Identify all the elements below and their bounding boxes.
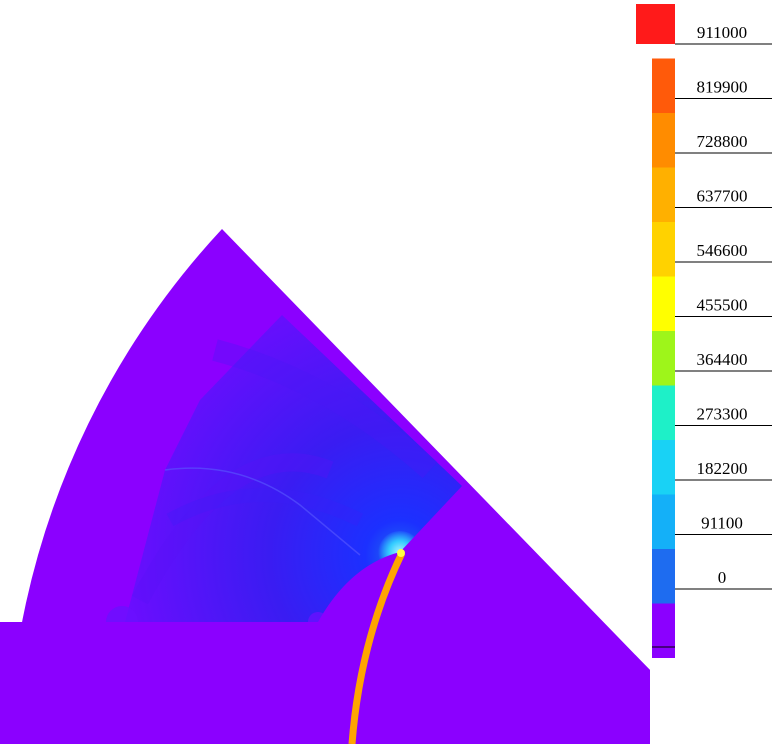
right-solid-block: [0, 486, 650, 744]
colorbar-label: 819900: [697, 78, 748, 97]
inner-boundary-line: [164, 467, 361, 556]
contour-band-2: [212, 339, 438, 479]
contour-band-1: [132, 453, 334, 605]
colorbar-swatch: [652, 167, 675, 222]
colorbar-label: 364400: [697, 350, 748, 369]
colorbar-swatch: [652, 494, 675, 549]
colorbar-swatch: [652, 276, 675, 331]
colorbar-label: 0: [718, 568, 727, 587]
colorbar-label: 911000: [697, 23, 747, 42]
colorbar-swatch: [652, 58, 675, 113]
colorbar-swatch: [652, 440, 675, 495]
colorbar-swatch: [652, 331, 675, 386]
colorbar-label: 728800: [697, 132, 748, 151]
arc-stripe-tip: [397, 549, 405, 557]
colorbar-swatch: [652, 603, 675, 658]
colorbar-swatch: [652, 113, 675, 168]
colorbar-label: 546600: [697, 241, 748, 260]
colorbar-label: 273300: [697, 405, 748, 424]
contour-band-3: [166, 488, 364, 527]
contour-plot: [0, 229, 650, 744]
colorbar-label: 455500: [697, 296, 748, 315]
colorbar-label: 182200: [697, 459, 748, 478]
inner-cavity-region: [125, 315, 462, 622]
colorbar-swatch: [652, 549, 675, 604]
colorbar-swatch: [652, 222, 675, 277]
colorbar-swatch: [652, 385, 675, 440]
arc-stripe: [348, 551, 406, 744]
colorbar-label: 91100: [701, 514, 743, 533]
colorbar-label: 637700: [697, 187, 748, 206]
